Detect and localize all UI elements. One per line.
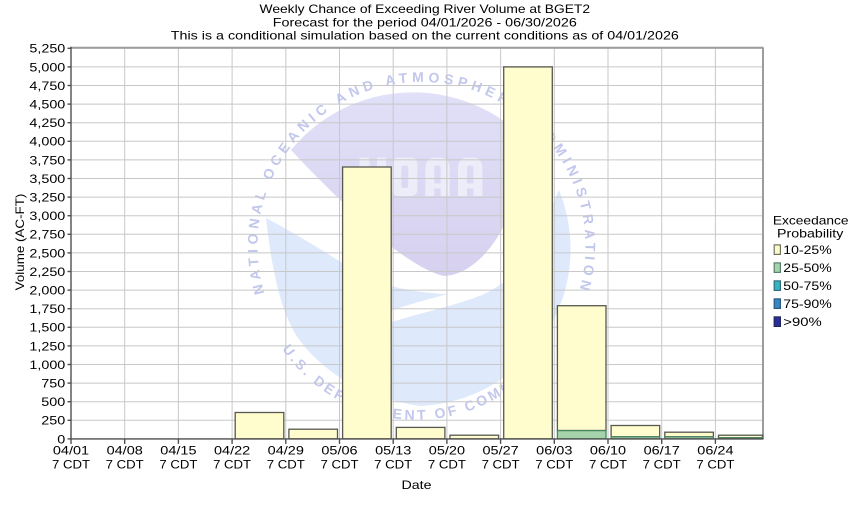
svg-text:25-50%: 25-50% [783, 261, 832, 275]
svg-text:06/17: 06/17 [644, 443, 681, 457]
svg-text:Exceedance: Exceedance [773, 213, 849, 227]
svg-text:2,250: 2,250 [29, 265, 65, 279]
svg-text:Probability: Probability [777, 227, 843, 241]
svg-text:04/01: 04/01 [53, 443, 90, 457]
svg-text:06/03: 06/03 [536, 443, 573, 457]
svg-text:0: 0 [57, 432, 65, 446]
svg-text:>90%: >90% [783, 315, 822, 329]
svg-text:7 CDT: 7 CDT [643, 458, 682, 472]
svg-text:500: 500 [41, 395, 65, 409]
svg-text:4,250: 4,250 [29, 116, 65, 130]
svg-text:3,750: 3,750 [29, 153, 65, 167]
svg-text:7 CDT: 7 CDT [535, 458, 574, 472]
svg-text:7 CDT: 7 CDT [52, 458, 91, 472]
svg-text:7 CDT: 7 CDT [374, 458, 413, 472]
svg-text:250: 250 [41, 414, 65, 428]
svg-text:5,000: 5,000 [29, 60, 65, 74]
svg-text:Forecast for the period 04/01/: Forecast for the period 04/01/2026 - 06/… [273, 15, 577, 29]
svg-text:7 CDT: 7 CDT [482, 458, 521, 472]
svg-text:2,000: 2,000 [29, 284, 65, 298]
svg-text:05/20: 05/20 [429, 443, 466, 457]
svg-text:06/10: 06/10 [590, 443, 627, 457]
svg-text:Weekly Chance of Exceeding Riv: Weekly Chance of Exceeding River Volume … [260, 2, 591, 16]
svg-text:Date: Date [402, 478, 432, 492]
svg-text:3,250: 3,250 [29, 191, 65, 205]
svg-text:04/15: 04/15 [160, 443, 197, 457]
svg-text:05/13: 05/13 [375, 443, 412, 457]
svg-text:750: 750 [41, 377, 65, 391]
svg-text:This is a conditional simulati: This is a conditional simulation based o… [171, 29, 679, 43]
svg-text:7 CDT: 7 CDT [589, 458, 628, 472]
svg-text:7 CDT: 7 CDT [213, 458, 252, 472]
svg-text:50-75%: 50-75% [783, 279, 832, 293]
svg-text:5,250: 5,250 [29, 42, 65, 56]
svg-text:7 CDT: 7 CDT [267, 458, 306, 472]
svg-text:3,000: 3,000 [29, 209, 65, 223]
svg-text:4,500: 4,500 [29, 98, 65, 112]
svg-text:1,000: 1,000 [29, 358, 65, 372]
svg-text:7 CDT: 7 CDT [321, 458, 360, 472]
svg-text:1,750: 1,750 [29, 302, 65, 316]
svg-text:05/27: 05/27 [483, 443, 520, 457]
svg-text:4,000: 4,000 [29, 135, 65, 149]
svg-text:10-25%: 10-25% [783, 243, 832, 257]
svg-text:2,500: 2,500 [29, 246, 65, 260]
svg-text:Volume (AC-FT): Volume (AC-FT) [13, 194, 27, 291]
svg-text:05/06: 05/06 [321, 443, 358, 457]
svg-text:04/22: 04/22 [214, 443, 251, 457]
svg-text:06/24: 06/24 [697, 443, 734, 457]
svg-text:04/08: 04/08 [107, 443, 144, 457]
svg-text:2,750: 2,750 [29, 228, 65, 242]
svg-text:7 CDT: 7 CDT [106, 458, 145, 472]
svg-text:75-90%: 75-90% [783, 297, 832, 311]
svg-text:1,250: 1,250 [29, 339, 65, 353]
svg-text:7 CDT: 7 CDT [696, 458, 735, 472]
svg-text:7 CDT: 7 CDT [428, 458, 467, 472]
svg-text:04/29: 04/29 [268, 443, 305, 457]
svg-text:3,500: 3,500 [29, 172, 65, 186]
svg-text:7 CDT: 7 CDT [159, 458, 198, 472]
svg-text:4,750: 4,750 [29, 79, 65, 93]
svg-text:1,500: 1,500 [29, 321, 65, 335]
